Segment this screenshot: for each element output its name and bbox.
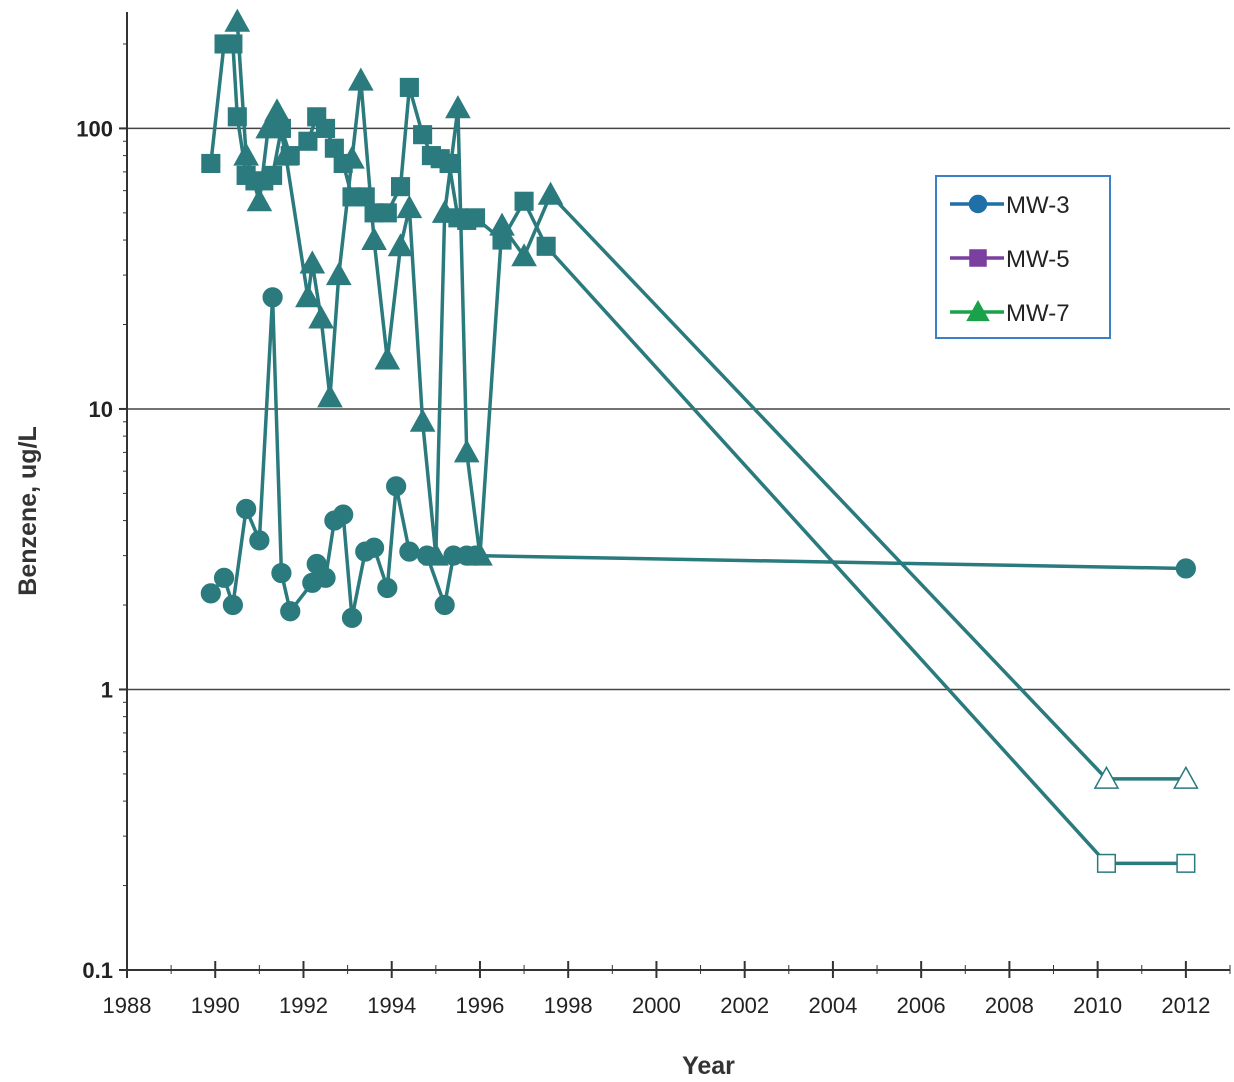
data-point-mw-3 (434, 594, 455, 616)
legend-marker (966, 299, 990, 322)
y-axis-title: Benzene, ug/L (14, 426, 42, 595)
data-point-mw-3 (222, 594, 243, 616)
x-axis-ticks: 1988 1990 1992 1994 1996 1998 2000 2002 2004 2006… (103, 961, 1231, 1018)
data-point-mw-3 (213, 567, 235, 588)
y-axis-ticks: 0.1 1 10 100 (76, 43, 127, 983)
data-point-mw-7 (224, 8, 251, 32)
data-point-mw-7 (396, 194, 423, 219)
x-tick-label: 2008 (985, 993, 1034, 1018)
y-tick-label: 1 (101, 677, 113, 702)
x-axis-title: Year (682, 1052, 735, 1080)
series-line-mw-7 (235, 21, 1186, 781)
data-series (200, 8, 1199, 873)
data-point-mw-3 (333, 504, 354, 525)
data-point-mw-7 (233, 142, 259, 166)
data-point-mw-7 (537, 181, 564, 205)
data-point-mw-7 (409, 408, 436, 432)
legend-label: MW-5 (1006, 246, 1070, 273)
data-point-mw-7 (445, 95, 471, 119)
data-point-mw-3 (386, 476, 407, 497)
data-point-mw-3 (249, 530, 270, 551)
x-tick-label: 2012 (1161, 993, 1210, 1018)
legend-marker (969, 249, 987, 267)
data-point-mw-5 (514, 191, 534, 211)
x-tick-label: 1990 (191, 993, 240, 1018)
x-tick-label: 2000 (632, 993, 681, 1018)
data-point-mw-5 (263, 165, 283, 185)
data-point-mw-7 (387, 233, 414, 257)
data-point-mw-7 (374, 346, 401, 370)
x-tick-label: 1988 (103, 993, 152, 1018)
data-point-mw-5 (1176, 853, 1196, 873)
x-tick-label: 2002 (720, 993, 769, 1018)
data-point-mw-7 (273, 142, 299, 166)
x-tick-label: 1996 (455, 993, 504, 1018)
x-tick-label: 1994 (367, 993, 416, 1018)
legend: MW-3 MW-5 MW-7 (935, 175, 1111, 339)
data-point-mw-3 (200, 583, 221, 604)
data-point-mw-3 (363, 537, 385, 558)
data-point-mw-3 (399, 541, 420, 562)
data-point-mw-5 (298, 131, 318, 151)
y-tick-label: 0.1 (82, 958, 113, 983)
legend-item-mw-3: MW-3 (950, 192, 1070, 219)
data-point-mw-3 (280, 601, 301, 622)
legend-label: MW-3 (1006, 192, 1070, 219)
data-point-mw-3 (262, 287, 283, 308)
x-tick-label: 2004 (808, 993, 857, 1018)
legend-item-mw-5: MW-5 (950, 246, 1070, 273)
data-point-mw-7 (489, 212, 515, 236)
data-point-mw-7 (431, 199, 458, 223)
series-mw-5 (201, 34, 1196, 873)
data-point-mw-5 (413, 125, 433, 145)
data-point-mw-7 (423, 542, 449, 566)
data-point-mw-7 (348, 67, 374, 91)
data-point-mw-7 (467, 542, 493, 566)
data-point-mw-3 (341, 607, 363, 628)
data-point-mw-3 (377, 577, 398, 599)
legend-items: MW-3 MW-5 MW-7 (950, 192, 1070, 327)
data-point-mw-5 (390, 177, 411, 197)
series-line-mw-3 (209, 295, 1186, 620)
y-tick-label: 100 (76, 116, 113, 141)
legend-item-mw-7: MW-7 (950, 299, 1070, 327)
x-tick-label: 2006 (897, 993, 946, 1018)
data-point-mw-7 (1093, 765, 1120, 789)
x-tick-label: 1998 (544, 993, 593, 1018)
data-point-mw-5 (536, 236, 556, 256)
data-point-mw-7 (246, 188, 273, 212)
data-point-mw-7 (325, 262, 352, 286)
data-point-mw-7 (255, 115, 282, 139)
data-point-mw-7 (1173, 765, 1199, 789)
data-point-mw-5 (465, 208, 486, 228)
data-point-mw-3 (1175, 558, 1196, 579)
data-point-mw-7 (308, 305, 334, 329)
data-point-mw-5 (315, 118, 336, 138)
x-tick-label: 1992 (279, 993, 328, 1018)
data-point-mw-7 (299, 250, 326, 274)
data-point-mw-7 (511, 243, 537, 267)
data-point-mw-5 (1096, 853, 1117, 873)
data-point-mw-7 (361, 226, 387, 251)
legend-label: MW-7 (1006, 300, 1070, 327)
legend-marker (968, 194, 988, 214)
data-point-mw-3 (271, 562, 292, 584)
data-point-mw-5 (399, 77, 419, 97)
data-point-mw-7 (339, 145, 365, 169)
data-point-mw-7 (317, 384, 343, 408)
series-mw-3 (200, 287, 1196, 628)
data-point-mw-7 (264, 98, 290, 122)
series-mw-7 (224, 8, 1199, 789)
data-point-mw-3 (236, 498, 257, 520)
data-point-mw-7 (453, 439, 480, 463)
x-tick-label: 2010 (1073, 993, 1122, 1018)
data-point-mw-5 (201, 153, 221, 174)
y-tick-label: 10 (89, 397, 113, 422)
data-point-mw-3 (315, 567, 336, 588)
data-point-mw-7 (295, 284, 321, 308)
data-point-mw-5 (377, 203, 397, 223)
